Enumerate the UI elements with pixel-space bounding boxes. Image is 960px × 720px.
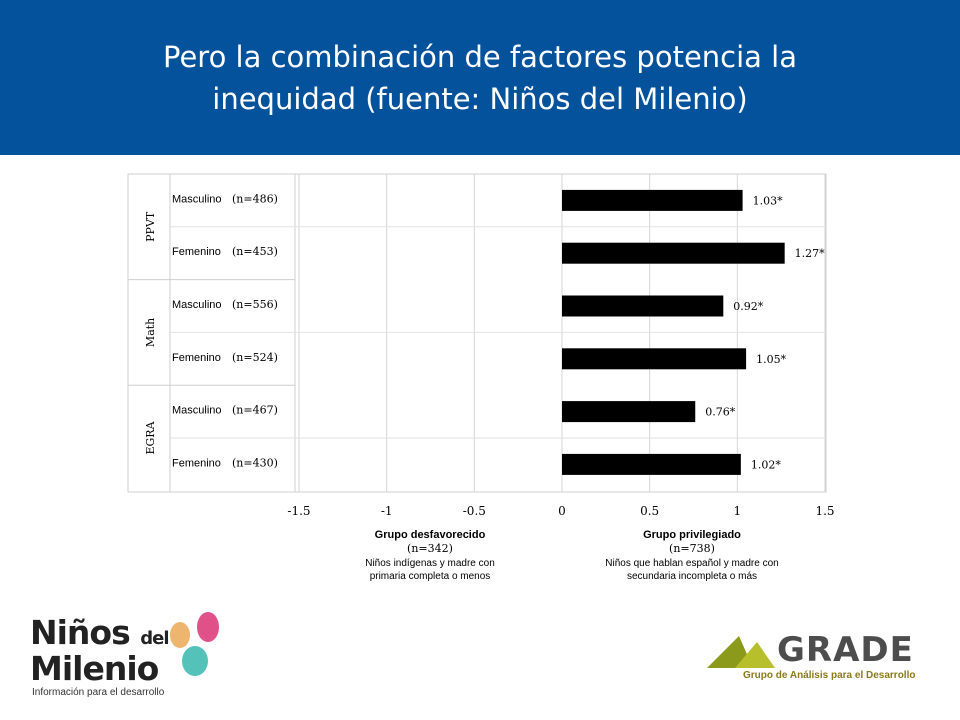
bar	[562, 189, 743, 211]
right-caption-line-2: secundaria incompleta o más	[627, 571, 757, 582]
x-tick-label: -0.5	[463, 504, 486, 518]
bar-value-label: 0.76*	[705, 406, 735, 419]
group-label: EGRA	[144, 420, 157, 454]
logo-ninos: Niños	[30, 613, 131, 652]
left-caption-line-2: primaria completa o menos	[370, 571, 491, 582]
bar-chart: PPVT Masculino (n=486) Femenino (n=453) Math M…	[127, 173, 835, 582]
x-tick-label: 0	[558, 504, 566, 518]
ninos-del-milenio-logo: Niños del Milenio Información para el de…	[30, 605, 230, 705]
bar-value-label: 0.92*	[733, 300, 763, 313]
row-n-label: (n=556)	[232, 298, 278, 311]
slide-title-line-2: inequidad (fuente: Niños del Milenio)	[212, 81, 748, 116]
row-n-label: (n=524)	[232, 351, 278, 364]
left-caption-n: (n=342)	[407, 542, 453, 555]
row-n-label: (n=453)	[232, 245, 278, 258]
logo-left-tagline: Información para el desarrollo	[32, 687, 165, 698]
right-caption-title: Grupo privilegiado	[643, 529, 741, 541]
row-label: Femenino	[172, 352, 221, 364]
row-label: Masculino	[172, 299, 222, 311]
bar-value-label: 1.02*	[751, 458, 781, 471]
bar	[562, 453, 741, 475]
grade-logo: GRADE Grupo de Análisis para el Desarrol…	[705, 630, 940, 690]
bar-layer: 1.03* 1.27* 0.92* 1.05* 0.76* 1.02*	[562, 189, 825, 475]
group-layer: PPVT Masculino (n=486) Femenino (n=453) Math M…	[144, 192, 278, 469]
bar	[562, 401, 696, 423]
plot-frame	[127, 173, 827, 493]
x-tick-label: -1	[381, 504, 393, 518]
x-tick-label: 1	[734, 504, 742, 518]
x-tick-label: -1.5	[287, 504, 310, 518]
bar	[562, 295, 724, 317]
row-n-label: (n=467)	[232, 404, 278, 417]
logo-milenio: Milenio	[30, 649, 159, 688]
x-tick-label: 1.5	[815, 504, 834, 518]
row-n-label: (n=430)	[232, 456, 278, 469]
right-caption-n: (n=738)	[669, 542, 715, 555]
row-label: Masculino	[172, 405, 222, 417]
x-tick-label: 0.5	[640, 504, 659, 518]
group-label: Math	[144, 318, 157, 347]
bar-value-label: 1.03*	[753, 194, 783, 207]
logo-line-1: Niños del	[30, 613, 170, 652]
left-caption-line-1: Niños indígenas y madre con	[365, 558, 495, 569]
tick-layer: -1.5 -1 -0.5 0 0.5 1 1.5	[287, 504, 834, 518]
left-caption-title: Grupo desfavorecido	[375, 529, 486, 541]
row-n-label: (n=486)	[232, 192, 278, 205]
slide-title-line-1: Pero la combinación de factores potencia…	[162, 39, 797, 74]
grid-layer	[127, 173, 827, 493]
bar-value-label: 1.27*	[795, 247, 825, 260]
bar	[562, 242, 785, 264]
bar	[562, 348, 747, 370]
row-label: Masculino	[172, 193, 222, 205]
group-label: PPVT	[144, 211, 157, 242]
bar-value-label: 1.05*	[756, 353, 786, 366]
grade-tagline: Grupo de Análisis para el Desarrollo	[743, 670, 916, 681]
grade-wordmark: GRADE	[777, 630, 914, 670]
logo-del: del	[140, 628, 169, 649]
slide-title: Pero la combinación de factores potencia…	[70, 36, 890, 120]
row-label: Femenino	[172, 457, 221, 469]
fingerprint-icon	[170, 612, 219, 676]
row-label: Femenino	[172, 246, 221, 258]
title-band: Pero la combinación de factores potencia…	[0, 0, 960, 155]
grade-triangle-icon	[707, 636, 775, 668]
right-caption-line-1: Niños que hablan español y madre con	[605, 558, 778, 569]
caption-layer: Grupo desfavorecido (n=342) Niños indíge…	[365, 529, 778, 582]
